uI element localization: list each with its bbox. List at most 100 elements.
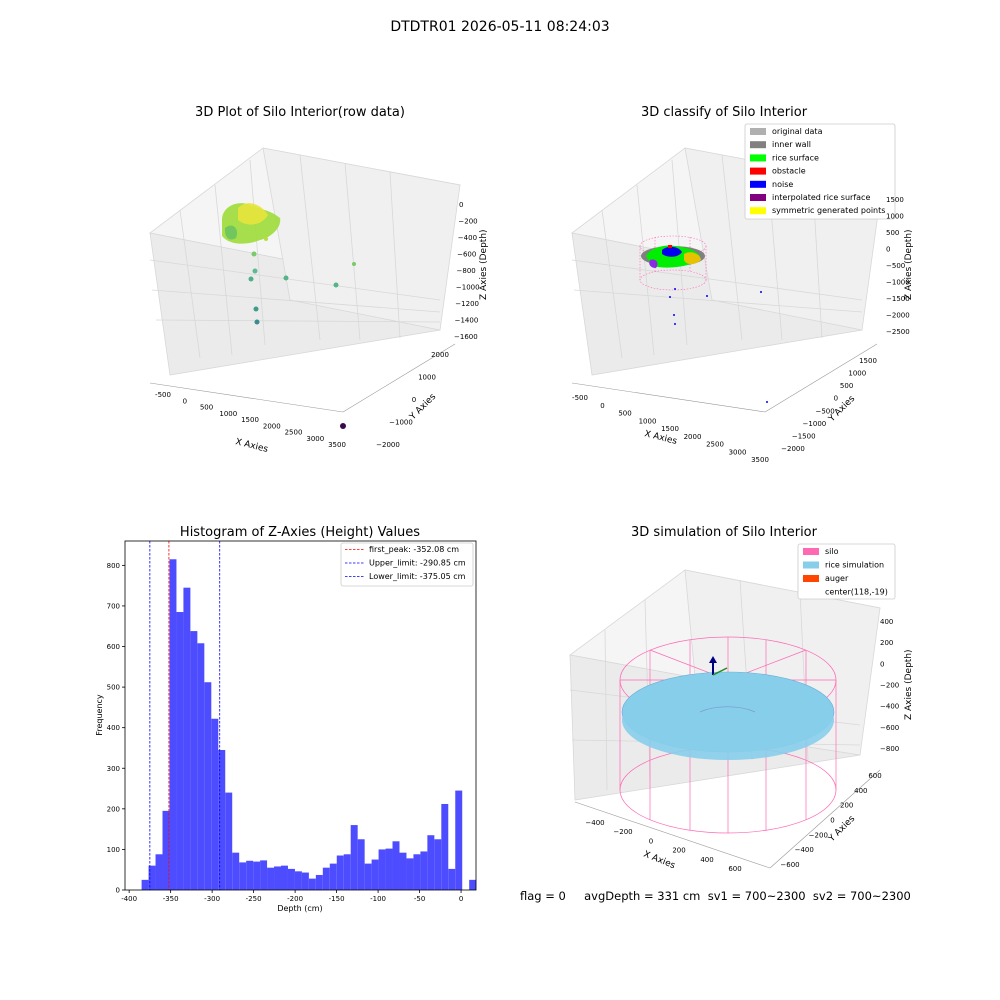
classify-y-tick-label: 0 [834,395,838,403]
simulation-y-tick-label: −400 [795,846,814,854]
histogram-bar [385,848,393,890]
simulation-x-tick-label: −200 [613,828,632,836]
simulation-z-tick-label: 400 [880,618,893,626]
classify-legend-swatch [750,141,766,149]
classify-legend-label: inner wall [772,140,811,149]
classify-legend-label: noise [772,180,793,189]
classify-z-tick-label: −1500 [886,295,910,303]
histogram-x-tick-label: -350 [163,895,179,903]
classify-z-tick-label: 1000 [886,213,904,221]
histogram-bar [329,863,337,890]
histogram-legend-label: first_peak: -352.08 cm [369,545,459,554]
histogram-reference-lines [149,541,221,890]
histogram-bar [441,803,449,890]
histogram-bar [176,612,184,890]
histogram-bar [336,855,344,890]
classify-legend-swatch [750,207,766,215]
classify-legend-swatch [750,180,766,188]
simulation-x-tick-label: −400 [585,819,604,827]
raw-x-tick-label: 1000 [219,410,237,418]
simulation-z-tick-label: −200 [880,682,899,690]
histogram-bar [260,860,268,890]
simulation-axis-lines [574,769,881,869]
simulation-z-tick-label: −800 [880,745,899,753]
raw-z-tick-label: 0 [459,201,463,209]
histogram-bar [301,872,309,890]
raw-z-tick-label: −1000 [456,284,480,292]
raw-x-tick-label: 1500 [241,416,259,424]
simulation-3d-panel: 3D simulation of Silo Interior [569,525,914,871]
histogram-bar [246,860,254,890]
histogram-bar [371,859,379,890]
raw-x-tick-label: 2500 [285,429,303,437]
raw-x-tick-label: 2000 [263,422,281,430]
simulation-legend-label: auger [825,574,849,583]
raw-y-tick-label: 2000 [431,351,449,359]
histogram-bar [204,682,212,890]
histogram-x-tick-label: -400 [121,895,137,903]
raw-axes-box [149,147,461,376]
histogram-bar [287,868,295,890]
raw-zlabel: Z Axies (Depth) [479,229,489,300]
classify-3d-panel: 3D classify of Silo Interior [571,105,914,447]
classify-z-tick-label: −2000 [886,312,910,320]
histogram-bar [232,852,240,890]
histogram-x-tick-label: 0 [459,895,463,903]
simulation-y-tick-label: −600 [780,861,799,869]
histogram-y-tick-label: 0 [116,887,120,895]
histogram-title: Histogram of Z-Axies (Height) Values [180,525,420,540]
histogram-y-ticks: 0 100 200 300 400 500 600 700 800 [107,562,125,895]
classify-legend-label: symmetric generated points [772,206,885,215]
classify-z-tick-label: 500 [886,229,899,237]
simulation-y-tick-label: 0 [830,817,834,825]
histogram-bar [141,879,149,890]
histogram-y-tick-label: 400 [107,724,120,732]
classify-z-tick-label: −2500 [886,328,910,336]
histogram-bar [378,849,386,890]
histogram-bar [197,643,205,890]
simulation-legend-swatch [803,548,819,555]
histogram-bar [364,863,372,890]
histogram-bar [169,559,177,890]
histogram-frame [124,540,477,891]
simulation-y-tick-label: 200 [840,802,853,810]
histogram-legend-label: Upper_limit: -290.85 cm [369,559,466,568]
simulation-z-tick-label: −600 [880,724,899,732]
histogram-bar [399,852,407,890]
raw-z-tick-label: −200 [458,218,477,226]
histogram-bar [183,587,191,890]
simulation-z-tick-label: 200 [880,639,893,647]
raw-xlabel: X Axies [234,437,269,455]
simulation-y-tick-label: −200 [809,831,828,839]
raw-z-tick-label: −1200 [455,300,479,308]
histogram-bar [267,867,275,890]
histogram-bar [211,718,219,890]
histogram-bar [434,839,442,890]
raw-y-tick-label: 0 [412,396,416,404]
raw-x-tick-label: 500 [200,404,213,412]
classify-zlabel: Z Axies (Depth) [904,229,914,300]
histogram-bar [448,868,456,890]
histogram-bar [274,866,281,890]
simulation-y-tick-label: 400 [854,787,867,795]
histogram-bar [350,825,358,890]
histogram-y-tick-label: 600 [107,643,120,651]
histogram-bar [392,841,400,890]
raw-y-tick-label: 1000 [418,374,436,382]
histogram-y-tick-label: 100 [107,846,120,854]
simulation-y-tick-label: 600 [868,772,881,780]
raw-z-tick-label: −600 [457,251,476,259]
histogram-panel: Histogram of Z-Axies (Height) Values -40… [95,525,477,913]
figure-suptitle: DTDTR01 2026-05-11 08:24:03 [390,19,609,35]
simulation-x-tick-label: 200 [672,847,685,855]
histogram-bar [253,861,261,890]
simulation-z-tick-label: 0 [880,660,884,668]
simulation-x-tick-label: 600 [728,865,741,873]
classify-y-tick-label: 500 [840,382,853,390]
histogram-bars [141,559,477,890]
histogram-x-tick-label: -50 [414,895,425,903]
simulation-auger-arrows [709,656,728,676]
raw-point-cloud [222,203,356,429]
